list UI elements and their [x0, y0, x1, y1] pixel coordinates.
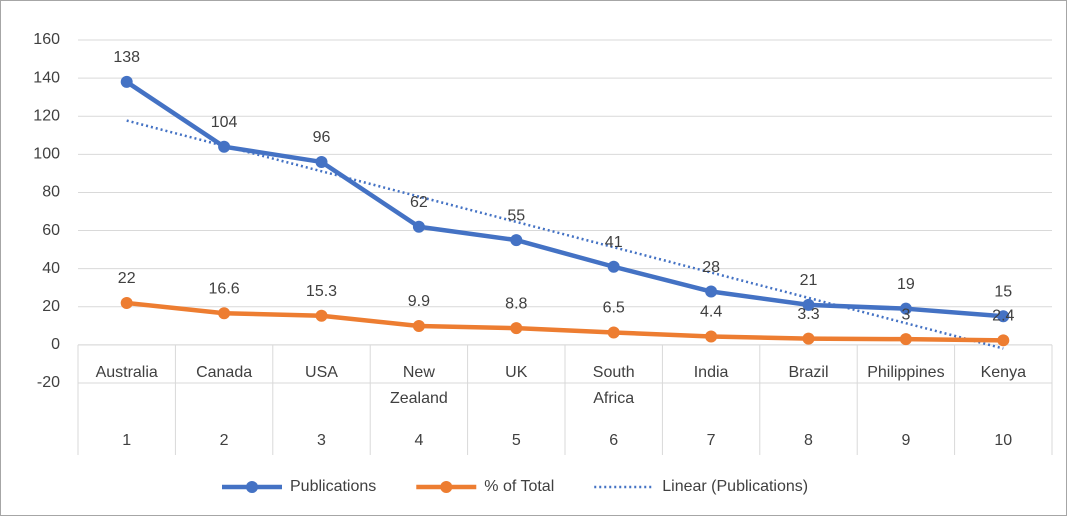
data-point	[412, 220, 425, 233]
x-tick-label: UK	[505, 364, 528, 381]
data-label: 96	[313, 129, 331, 146]
data-label: 4.4	[700, 304, 722, 321]
legend-marker	[246, 481, 258, 493]
data-point	[412, 320, 425, 333]
data-label: 62	[410, 194, 428, 211]
data-label: 21	[800, 272, 818, 289]
data-label: 22	[118, 270, 136, 287]
data-point	[218, 307, 231, 320]
data-point	[997, 334, 1010, 347]
x-subtick-label: 6	[609, 432, 618, 449]
series-line	[126, 300, 1004, 343]
x-tick-label: Kenya	[980, 364, 1026, 381]
data-label: 9.9	[408, 293, 430, 310]
y-tick-label: 40	[42, 260, 60, 277]
data-label: 15	[994, 284, 1012, 301]
y-tick-label: 120	[33, 107, 60, 124]
y-tick-label: 20	[42, 298, 60, 315]
data-point	[607, 260, 620, 273]
data-point	[120, 296, 133, 309]
data-point	[120, 75, 133, 88]
data-point	[218, 140, 231, 153]
x-subtick-label: 5	[512, 432, 521, 449]
y-tick-label: 0	[51, 336, 60, 353]
x-tick-label: USA	[305, 364, 338, 381]
data-point	[315, 155, 328, 168]
data-point	[705, 330, 718, 343]
x-tick-label: New Zealand	[389, 364, 448, 407]
data-label: 8.8	[505, 295, 527, 312]
y-tick-label: 160	[33, 31, 60, 48]
data-point	[510, 322, 523, 335]
data-point	[607, 326, 620, 339]
x-tick-label: Australia	[95, 364, 158, 381]
data-label: 138	[113, 49, 140, 66]
data-label: 16.6	[209, 280, 240, 297]
data-label: 41	[605, 234, 623, 251]
data-point	[705, 285, 718, 298]
data-label: 15.3	[306, 283, 337, 300]
y-tick-label: 100	[33, 146, 60, 163]
data-point	[802, 332, 815, 345]
trendline	[126, 119, 1004, 350]
x-tick-label: Canada	[196, 364, 253, 381]
data-label: 19	[897, 276, 915, 293]
x-tick-label: Philippines	[867, 364, 945, 381]
data-point	[802, 298, 815, 311]
x-subtick-label: 1	[122, 432, 131, 449]
y-tick-label: 80	[42, 184, 60, 201]
x-subtick-label: 3	[317, 432, 326, 449]
data-point	[510, 234, 523, 247]
x-subtick-label: 10	[994, 432, 1012, 449]
x-subtick-label: 8	[804, 432, 813, 449]
data-point	[899, 302, 912, 315]
data-point	[997, 310, 1010, 323]
data-point	[315, 309, 328, 322]
series-line	[125, 80, 1004, 319]
legend-label: % of Total	[484, 478, 554, 495]
data-label: 3	[901, 306, 910, 323]
data-label: 28	[702, 259, 720, 276]
x-subtick-label: 7	[707, 432, 716, 449]
x-subtick-label: 4	[414, 432, 423, 449]
legend-marker	[440, 481, 453, 493]
x-tick-label: South Africa	[592, 364, 635, 407]
y-tick-label: -20	[37, 374, 60, 391]
y-tick-label: 140	[33, 69, 60, 86]
data-label: 6.5	[603, 300, 625, 317]
x-tick-label: Brazil	[788, 364, 829, 381]
legend-label: Linear (Publications)	[662, 478, 808, 495]
data-label: 104	[211, 114, 238, 131]
data-label: 3.3	[797, 306, 819, 323]
data-point	[899, 333, 912, 346]
x-subtick-label: 2	[220, 432, 229, 449]
data-label: 2.4	[992, 308, 1014, 325]
data-label: 55	[507, 207, 525, 224]
y-tick-label: 60	[42, 222, 60, 239]
x-subtick-label: 9	[901, 432, 910, 449]
legend-label: Publications	[290, 478, 376, 495]
x-tick-label: India	[693, 364, 729, 381]
